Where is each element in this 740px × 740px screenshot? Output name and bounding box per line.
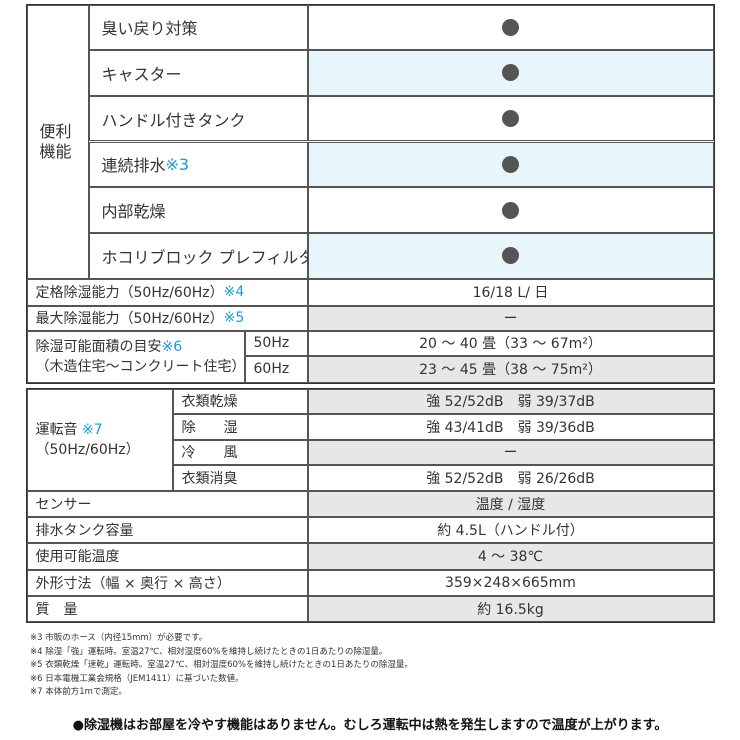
noise-value: 強 43/41dB 弱 39/36dB (307, 413, 714, 440)
noise-value: ー (307, 439, 714, 465)
filled-circle-icon (502, 201, 519, 219)
noise-mode: 冷 風 (172, 439, 308, 465)
warning-text: ●除湿機はお部屋を冷やす機能はありません。むしろ運転中は熱を発生しますので温度が… (72, 718, 668, 733)
spec-value: 約 4.5L（ハンドル付） (307, 516, 714, 543)
noise-mode: 除 湿 (172, 413, 308, 440)
spec-value: 約 16.5kg (307, 595, 714, 622)
footnote-ref: ※3 (165, 154, 190, 174)
max-label: 最大除湿能力（50Hz/60Hz） ※5 (26, 305, 308, 331)
feature-name: キャスター (101, 64, 182, 84)
feature-value (307, 232, 714, 279)
area-hz-50: 50Hz (244, 330, 308, 356)
filled-circle-icon (502, 18, 519, 36)
max-value: ー (307, 305, 714, 331)
feature-name: 臭い戻り対策 (101, 19, 198, 39)
feature-label: 臭い戻り対策 (88, 4, 308, 51)
feature-label: ホコリブロック プレフィルター (88, 232, 330, 279)
noise-mode: 衣類乾燥 (172, 388, 308, 414)
area-value-60: 23 ～ 45 畳（38 ～ 75m²） (307, 355, 714, 383)
filled-circle-icon (502, 64, 519, 82)
feature-name: 内部乾燥 (101, 202, 166, 221)
feature-label: 連続排水 ※3 (88, 141, 308, 188)
feature-value (307, 50, 714, 96)
group-label-line: 便利 (39, 121, 72, 141)
footnote: ※3 市販のホース（内径15mm）が必要です。 (30, 633, 208, 643)
footnote: ※4 除湿「強」運転時。室温27℃、相対湿度60%を維持し続けたときの1日あたり… (30, 646, 388, 657)
feature-value (307, 141, 714, 188)
rated-label: 定格除湿能力（50Hz/60Hz） ※4 (26, 278, 308, 306)
noise-mode: 衣類消臭 (172, 464, 308, 491)
feature-label: ハンドル付きタンク (88, 95, 308, 142)
filled-circle-icon (502, 247, 519, 265)
feature-label: 内部乾燥 (88, 187, 308, 233)
feature-value (307, 187, 714, 233)
noise-value: 強 52/52dB 弱 39/37dB (307, 388, 714, 414)
group-label-line: 機能 (39, 141, 72, 161)
spec-label: センサー (26, 490, 308, 517)
spec-value: 359×248×665mm (307, 569, 714, 596)
feature-value (307, 4, 714, 51)
feature-value (307, 95, 714, 142)
rated-value: 16/18 L/ 日 (307, 278, 714, 306)
spec-label: 排水タンク容量 (26, 516, 308, 543)
feature-name: ハンドル付きタンク (101, 110, 246, 130)
noise-value: 強 52/52dB 弱 26/26dB (307, 464, 714, 491)
feature-name: ホコリブロック プレフィルター (101, 247, 331, 267)
noise-label: 運転音 ※7 （50Hz/60Hz） (26, 388, 173, 491)
spec-value: 温度 / 湿度 (307, 490, 714, 517)
footnote: ※5 衣類乾燥「速乾」運転時。室温27℃、相対湿度60%を維持し続けたときの1日… (30, 660, 413, 670)
spec-label: 使用可能温度 (26, 542, 308, 570)
feature-label: キャスター (88, 50, 308, 96)
spec-value: 4 ～ 38℃ (307, 542, 714, 570)
filled-circle-icon (502, 110, 519, 128)
area-hz-60: 60Hz (244, 355, 308, 383)
spec-label: 質 量 (26, 595, 308, 622)
footnote: ※6 日本電機工業会規格（JEM1411）に基づいた数値。 (30, 673, 244, 684)
footnote: ※7 本体前方1mで測定。 (30, 687, 127, 697)
feature-name: 連続排水 (101, 156, 166, 176)
filled-circle-icon (502, 155, 519, 173)
area-label: 除湿可能面積の目安※6 （木造住宅〜コンクリート住宅） (26, 330, 246, 383)
area-value-50: 20 ～ 40 畳（33 ～ 67m²） (307, 330, 714, 356)
spec-label: 外形寸法（幅 × 奥行 × 高さ） (26, 569, 308, 596)
features-group-label: 便利 機能 (26, 4, 89, 279)
